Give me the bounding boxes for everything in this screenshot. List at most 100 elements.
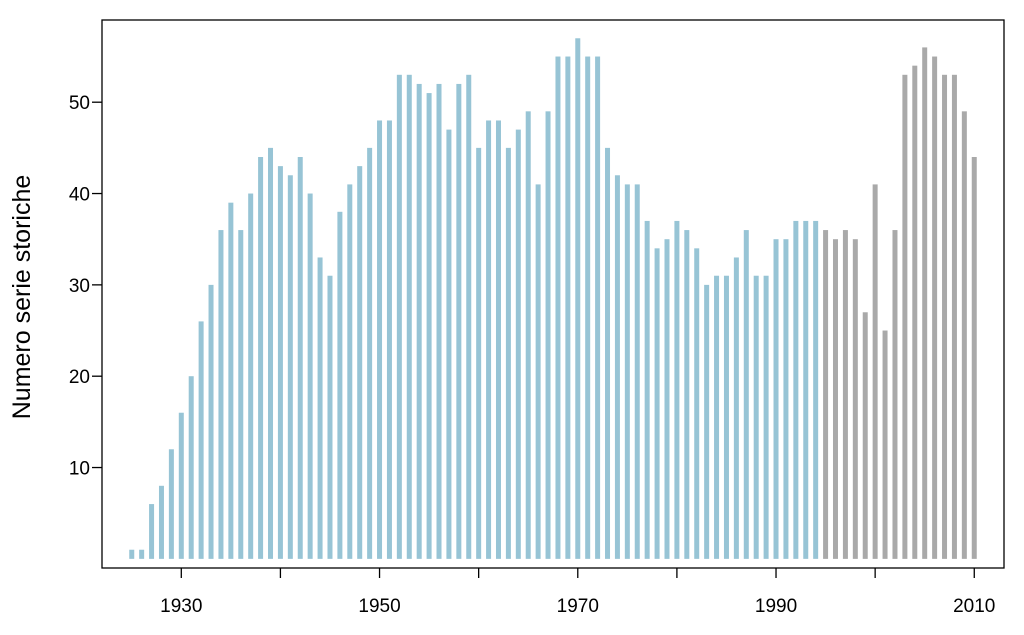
bar-1984: [714, 275, 720, 559]
bar-1960: [476, 147, 482, 559]
x-tick-label-2010: 2010: [953, 596, 995, 617]
x-tick-label-1990: 1990: [755, 596, 797, 617]
bar-2009: [961, 111, 967, 559]
bar-1954: [416, 83, 422, 559]
bar-1996: [832, 239, 838, 559]
bar-1963: [505, 147, 511, 559]
bar-1949: [367, 147, 373, 559]
bar-1938: [258, 157, 264, 559]
bar-1965: [525, 111, 531, 559]
bar-1944: [317, 257, 323, 559]
bar-1950: [377, 120, 383, 559]
bar-1961: [486, 120, 492, 559]
bar-1940: [277, 166, 283, 559]
bar-1936: [238, 230, 244, 559]
bar-1930: [178, 412, 184, 559]
bar-1987: [743, 230, 749, 559]
bar-1951: [386, 120, 392, 559]
bar-1989: [763, 275, 769, 559]
y-tick-label-50: 50: [69, 93, 90, 114]
bar-2004: [912, 65, 918, 559]
bar-1933: [208, 284, 214, 559]
bar-1972: [595, 56, 601, 559]
bar-1969: [565, 56, 571, 559]
bar-1981: [684, 230, 690, 559]
bar-2003: [902, 74, 908, 559]
bar-1939: [268, 147, 274, 559]
bar-1982: [694, 248, 700, 559]
bar-1986: [733, 257, 739, 559]
y-tick-label-30: 30: [69, 276, 90, 297]
bar-2008: [951, 74, 957, 559]
bar-1932: [198, 321, 204, 559]
bar-1978: [654, 248, 660, 559]
bar-1979: [664, 239, 670, 559]
bar-1995: [823, 230, 829, 559]
bar-1948: [357, 166, 363, 559]
bar-1966: [535, 184, 541, 559]
y-tick-label-40: 40: [69, 185, 90, 206]
bar-2001: [882, 330, 888, 559]
bar-1973: [605, 147, 611, 559]
bar-1952: [396, 74, 402, 559]
x-axis: 1930 1950 1970 1990 2010: [160, 568, 995, 617]
x-tick-label-1930: 1930: [160, 596, 202, 617]
bar-1945: [327, 275, 333, 559]
bar-1977: [644, 220, 650, 559]
bar-1931: [188, 376, 194, 559]
bar-1953: [406, 74, 412, 559]
bar-1974: [614, 175, 620, 559]
plot-frame: [101, 19, 1005, 569]
bar-1943: [307, 193, 313, 559]
bar-2006: [932, 56, 938, 559]
bar-1935: [228, 202, 234, 559]
bar-1980: [674, 220, 680, 559]
bar-1991: [783, 239, 789, 559]
bar-2010: [971, 157, 977, 559]
y-tick-label-10: 10: [69, 459, 90, 480]
bar-1957: [446, 129, 452, 559]
bar-1934: [218, 230, 224, 559]
bar-1976: [634, 184, 640, 559]
bar-1942: [297, 157, 303, 559]
bar-2007: [942, 74, 948, 559]
bar-1955: [426, 93, 432, 559]
bar-1964: [515, 129, 521, 559]
bar-2000: [872, 184, 878, 559]
bar-1994: [813, 220, 819, 559]
bar-1926: [139, 549, 145, 559]
x-tick-label-1950: 1950: [358, 596, 400, 617]
bar-1967: [545, 111, 551, 559]
bar-2005: [922, 47, 928, 559]
bar-1970: [575, 38, 581, 559]
bar-1959: [466, 74, 472, 559]
bar-1971: [585, 56, 591, 559]
bar-1946: [337, 211, 343, 559]
bar-1998: [852, 239, 858, 559]
bar-1968: [555, 56, 561, 559]
bar-1937: [248, 193, 254, 559]
bar-1927: [149, 504, 155, 559]
bars-group: [129, 38, 977, 559]
bar-2002: [892, 230, 898, 559]
bar-1992: [793, 220, 799, 559]
bar-1993: [803, 220, 809, 559]
bar-1958: [456, 83, 462, 559]
bar-1990: [773, 239, 779, 559]
bar-1988: [753, 275, 759, 559]
y-axis-title: Numero serie storiche: [8, 175, 36, 420]
bar-1928: [158, 485, 164, 559]
bar-1956: [436, 83, 442, 559]
bar-1983: [704, 284, 710, 559]
x-tick-label-1970: 1970: [557, 596, 599, 617]
bar-1947: [347, 184, 353, 559]
y-axis: 10 20 30 40 50: [69, 93, 102, 480]
y-tick-label-20: 20: [69, 367, 90, 388]
bar-1929: [168, 449, 174, 559]
bar-1985: [723, 275, 729, 559]
bar-1999: [862, 312, 868, 559]
bar-1962: [495, 120, 501, 559]
bar-1975: [624, 184, 630, 559]
bar-1925: [129, 549, 135, 559]
